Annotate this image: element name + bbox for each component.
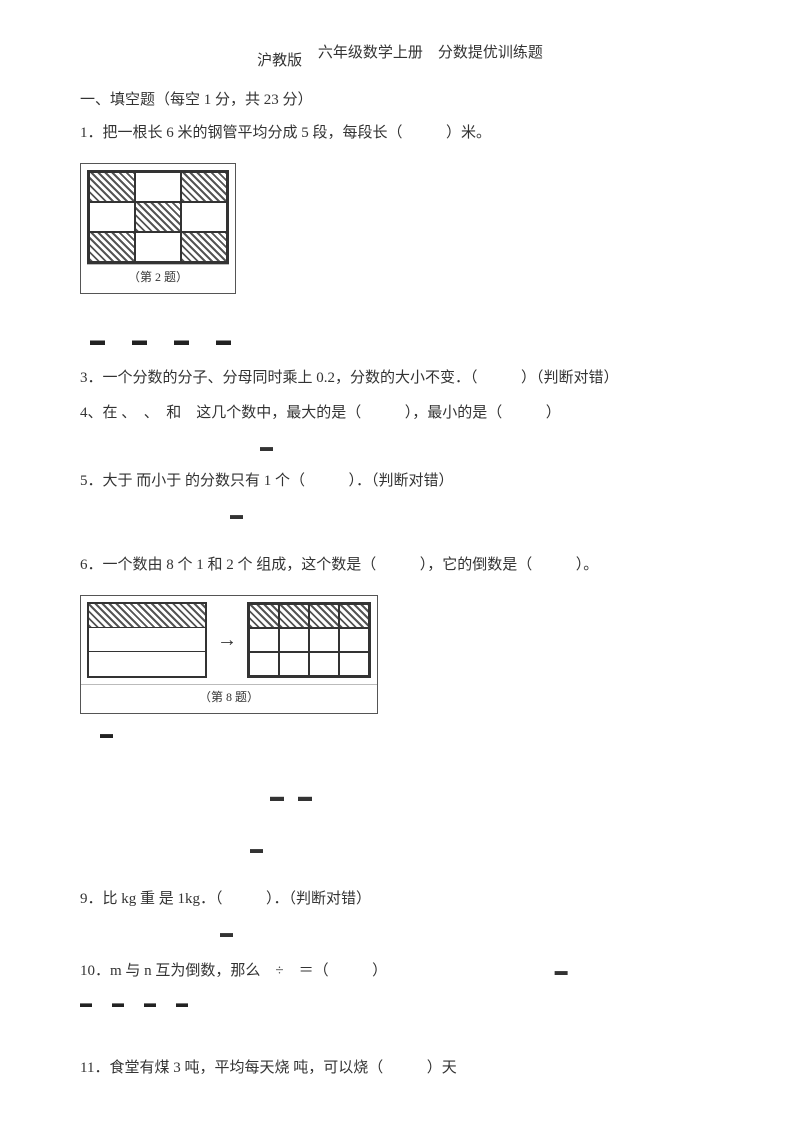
dash-mid-4: ▬ <box>60 921 740 944</box>
q11-text-b: ）天 <box>427 1060 457 1076</box>
q2-cell <box>135 172 181 202</box>
q8-left-row <box>89 628 205 652</box>
question-4: 4、在 、 、 和 这几个数中，最大的是（ ），最小的是（ ） <box>60 400 740 427</box>
dash-row-1: ▬ ▬ ▬ ▬ <box>60 328 740 355</box>
q8-figure: → （第 8 题） <box>80 595 378 714</box>
q3-text-a: 3．一个分数的分子、分母同时乘上 0.2，分数的大小不变．（ <box>80 370 478 386</box>
q2-caption: （第 2 题） <box>87 264 229 293</box>
q1-text-b: ）米。 <box>446 125 491 141</box>
q8-caption: （第 8 题） <box>81 684 377 713</box>
dash-row-3: ▬ ▬ ▬ ▬ <box>60 993 740 1015</box>
q5-text-b: ）．（判断对错） <box>349 473 454 489</box>
q1-text-a: 1．把一根长 6 米的钢管平均分成 5 段，每段长（ <box>80 125 403 141</box>
q8-left-rect <box>87 602 207 678</box>
q3-text-b: ）（判断对错） <box>521 370 619 386</box>
q2-cell <box>135 232 181 262</box>
question-1: 1．把一根长 6 米的钢管平均分成 5 段，每段长（ ）米。 <box>60 120 740 147</box>
q11-text-a: 11．食堂有煤 3 吨，平均每天烧 吨，可以烧（ <box>80 1060 383 1076</box>
question-9: 9．比 kg 重 是 1kg．（ ）．（判断对错） <box>60 886 740 913</box>
q2-cell <box>181 202 227 232</box>
publisher-label: 沪教版 <box>257 48 302 75</box>
dash-mid-2: ▬ <box>60 503 740 526</box>
q8-left-row <box>89 652 205 676</box>
q8-cell <box>279 652 309 676</box>
q5-text-a: 5．大于 而小于 的分数只有 1 个（ <box>80 473 305 489</box>
q4-text-c: ） <box>546 405 561 421</box>
question-11: 11．食堂有煤 3 吨，平均每天烧 吨，可以烧（ ）天 <box>60 1055 740 1082</box>
q2-cell <box>89 172 135 202</box>
q6-text-c: ）。 <box>576 557 599 573</box>
q8-cell <box>249 604 279 628</box>
arrow-icon: → <box>207 622 247 658</box>
q8-cell <box>339 652 369 676</box>
q8-cell <box>339 628 369 652</box>
question-10: 10．m 与 n 互为倒数，那么 ÷ ＝（ ） ▬ <box>60 958 740 985</box>
q4-text-b: ），最小的是（ <box>405 405 503 421</box>
q10-text-a: 10．m 与 n 互为倒数，那么 ÷ ＝（ <box>80 963 329 979</box>
dash-mid-1: ▬ <box>60 435 740 458</box>
dash-row-2: ▬ <box>60 722 740 745</box>
q8-cell <box>309 604 339 628</box>
q8-left-row <box>89 604 205 628</box>
dash-mid-3: ▬ <box>60 837 740 860</box>
page-title: 沪教版 六年级数学上册 分数提优训练题 <box>60 40 740 67</box>
q8-cell <box>279 628 309 652</box>
q2-cell <box>89 232 135 262</box>
dash-pair-1: ▬ ▬ <box>60 785 740 810</box>
q6-text-a: 6．一个数由 8 个 1 和 2 个 组成，这个数是（ <box>80 557 376 573</box>
question-5: 5．大于 而小于 的分数只有 1 个（ ）．（判断对错） <box>60 468 740 495</box>
section-1-heading: 一、填空题（每空 1 分，共 23 分） <box>60 87 740 114</box>
q2-cell <box>89 202 135 232</box>
dash-inline: ▬ <box>555 963 568 978</box>
q2-cell <box>181 232 227 262</box>
q8-cell <box>309 628 339 652</box>
q9-text-b: ）．（判断对错） <box>266 891 371 907</box>
q8-cell <box>249 652 279 676</box>
q4-text-a: 4、在 、 、 和 这几个数中，最大的是（ <box>80 405 361 421</box>
q8-right-grid <box>247 602 371 678</box>
q8-cell <box>249 628 279 652</box>
question-3: 3．一个分数的分子、分母同时乘上 0.2，分数的大小不变．（ ）（判断对错） <box>60 365 740 392</box>
title-main: 六年级数学上册 分数提优训练题 <box>318 45 543 61</box>
q8-cell <box>339 604 369 628</box>
q8-cell <box>279 604 309 628</box>
q9-text-a: 9．比 kg 重 是 1kg．（ <box>80 891 223 907</box>
q10-text-b: ） <box>372 963 387 979</box>
q8-cell <box>309 652 339 676</box>
question-6: 6．一个数由 8 个 1 和 2 个 组成，这个数是（ ），它的倒数是（ ）。 <box>60 552 740 579</box>
q2-grid <box>87 170 229 264</box>
q2-cell <box>181 172 227 202</box>
q2-figure: （第 2 题） <box>80 163 236 294</box>
q2-cell <box>135 202 181 232</box>
q6-text-b: ），它的倒数是（ <box>420 557 533 573</box>
